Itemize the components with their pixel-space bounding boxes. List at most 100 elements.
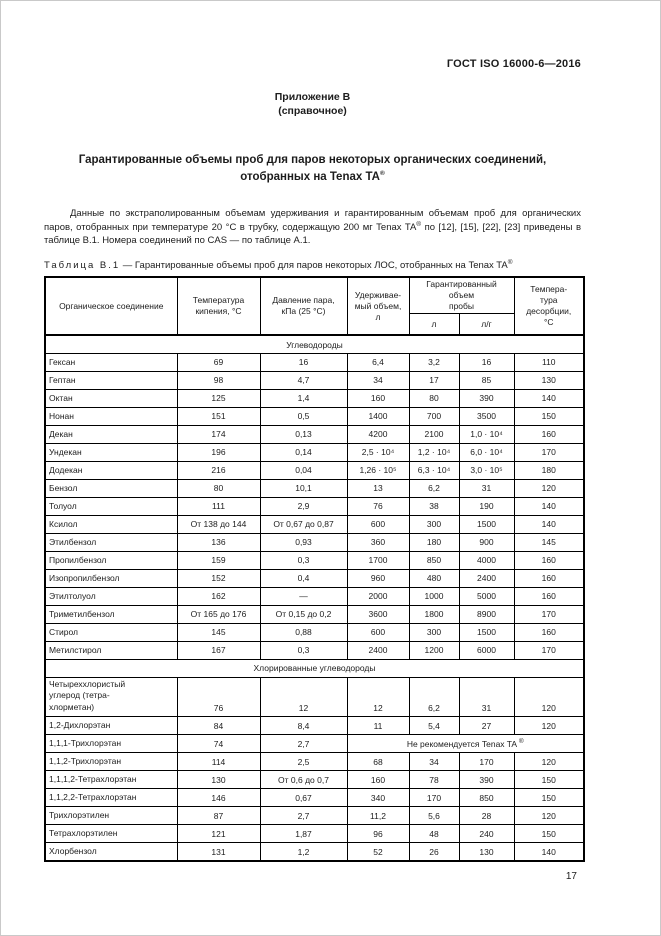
- value-cell: 0,67: [259, 788, 348, 808]
- value-cell: 114: [176, 752, 261, 772]
- value-cell: 26: [408, 842, 460, 862]
- registered-mark: ®: [518, 737, 524, 745]
- value-cell: 34: [408, 752, 460, 772]
- compound-name-cell: Изопропилбензол: [44, 568, 178, 588]
- value-cell: 196: [176, 442, 261, 462]
- compound-name-cell: Этилбензол: [44, 532, 178, 552]
- value-cell: 145: [513, 532, 585, 552]
- intro-paragraph: Данные по экстраполированным объемам уде…: [44, 207, 581, 248]
- compound-name-cell: Гептан: [44, 370, 178, 390]
- value-cell: 3,2: [408, 352, 460, 372]
- value-cell: 5000: [458, 586, 515, 606]
- compound-name-cell: Триметилбензол: [44, 604, 178, 624]
- col-header-guaranteed-volume: Гарантированный объем пробы: [408, 276, 515, 314]
- table-row: 1,1,1-Трихлорэтан 74 2,7 Не рекомендуется T…: [44, 734, 585, 754]
- value-cell: —: [259, 586, 348, 606]
- value-cell: 600: [346, 514, 410, 534]
- compound-name-cell: Ксилол: [44, 514, 178, 534]
- table-row: Гексан 69 16 6,4 3,2 16 110: [44, 352, 585, 372]
- value-cell: 125: [176, 388, 261, 408]
- table-header: Органическое соединение Температура кипе…: [44, 276, 585, 336]
- table-row: Хлорбензол 131 1,2 52 26 130 140: [44, 842, 585, 862]
- value-cell: 6,3 · 10⁴: [408, 460, 460, 480]
- compound-name-cell: Додекан: [44, 460, 178, 480]
- value-cell: 140: [513, 514, 585, 534]
- value-cell: 38: [408, 496, 460, 516]
- compound-name-cell: Ундекан: [44, 442, 178, 462]
- value-cell: 1,4: [259, 388, 348, 408]
- col-header-retention-volume: Удерживае- мый объем, л: [346, 276, 410, 336]
- value-cell: 2,9: [259, 496, 348, 516]
- value-cell: 69: [176, 352, 261, 372]
- value-cell: 960: [346, 568, 410, 588]
- value-cell: 8,4: [259, 716, 348, 736]
- value-cell: 2,5: [259, 752, 348, 772]
- value-cell: 120: [513, 752, 585, 772]
- value-cell: 180: [408, 532, 460, 552]
- value-cell: 121: [176, 824, 261, 844]
- compound-name-cell: Метилстирол: [44, 640, 178, 660]
- note-cell: Не рекомендуется Tenax TA ®: [346, 734, 585, 754]
- compound-table: Органическое соединение Температура кипе…: [44, 275, 585, 862]
- value-cell: 216: [176, 460, 261, 480]
- value-cell: 160: [346, 388, 410, 408]
- compound-name-cell: Четыреххлористый углерод (тетра- хлормет…: [44, 676, 178, 718]
- value-cell: 28: [458, 806, 515, 826]
- table-row: 1,1,2,2-Тетрахлорэтан 146 0,67 340 170 850 150: [44, 788, 585, 808]
- table-section-title: Углеводороды: [44, 334, 585, 354]
- value-cell: 170: [513, 640, 585, 660]
- value-cell: 0,04: [259, 460, 348, 480]
- value-cell: 0,4: [259, 568, 348, 588]
- value-cell: 146: [176, 788, 261, 808]
- compound-name-cell: 1,1,2,2-Тетрахлорэтан: [44, 788, 178, 808]
- col-header-boiling-temp: Температура кипения, °С: [176, 276, 261, 336]
- value-cell: 130: [513, 370, 585, 390]
- col-header-liters-per-gram: л/г: [458, 312, 515, 336]
- value-cell: 390: [458, 770, 515, 790]
- value-cell: 174: [176, 424, 261, 444]
- page-title-line2: отобранных на Tenax TA®: [44, 169, 581, 186]
- value-cell: 159: [176, 550, 261, 570]
- table-row: Тетрахлорэтилен 121 1,87 96 48 240 150: [44, 824, 585, 844]
- registered-mark: ®: [416, 220, 422, 228]
- table-row: Этилбензол 136 0,93 360 180 900 145: [44, 532, 585, 552]
- value-cell: 6,2: [408, 478, 460, 498]
- compound-name-cell: 1,1,2-Трихлорэтан: [44, 752, 178, 772]
- value-cell: 1800: [408, 604, 460, 624]
- value-cell: 150: [513, 824, 585, 844]
- value-cell: 1,26 · 10⁵: [346, 460, 410, 480]
- value-cell: 162: [176, 586, 261, 606]
- value-cell: 16: [458, 352, 515, 372]
- col-header-compound: Органическое соединение: [44, 276, 178, 336]
- value-cell: 140: [513, 388, 585, 408]
- value-cell: 1,2 · 10⁴: [408, 442, 460, 462]
- page-title-line2-text: отобранных на Tenax TA: [240, 171, 380, 183]
- value-cell: 84: [176, 716, 261, 736]
- table-row: Ундекан 196 0,14 2,5 · 10⁴ 1,2 · 10⁴ 6,0 · 10…: [44, 442, 585, 462]
- value-cell: 1500: [458, 514, 515, 534]
- value-cell: 170: [513, 442, 585, 462]
- compound-name-cell: Трихлорэтилен: [44, 806, 178, 826]
- value-cell: 6000: [458, 640, 515, 660]
- value-cell: 340: [346, 788, 410, 808]
- compound-name-cell: Толуол: [44, 496, 178, 516]
- value-cell: 80: [408, 388, 460, 408]
- page-title-line1: Гарантированные объемы проб для паров не…: [78, 154, 547, 166]
- compound-name-cell: Декан: [44, 424, 178, 444]
- table-caption-text: — Гарантированные объемы проб для паров …: [120, 259, 508, 271]
- value-cell: От 0,6 до 0,7: [259, 770, 348, 790]
- value-cell: 1200: [408, 640, 460, 660]
- compound-name-cell: Хлорбензол: [44, 842, 178, 862]
- table-row: 1,1,2-Трихлорэтан 114 2,5 68 34 170 120: [44, 752, 585, 772]
- value-cell: 76: [176, 676, 261, 718]
- value-cell: 2400: [458, 568, 515, 588]
- value-cell: 160: [513, 586, 585, 606]
- value-cell: 120: [513, 478, 585, 498]
- registered-mark: ®: [379, 170, 385, 178]
- value-cell: 2,7: [259, 734, 348, 754]
- value-cell: 2,7: [259, 806, 348, 826]
- table-caption: Таблица В.1 — Гарантированные объемы про…: [44, 259, 581, 272]
- value-cell: 110: [513, 352, 585, 372]
- value-cell: 2000: [346, 586, 410, 606]
